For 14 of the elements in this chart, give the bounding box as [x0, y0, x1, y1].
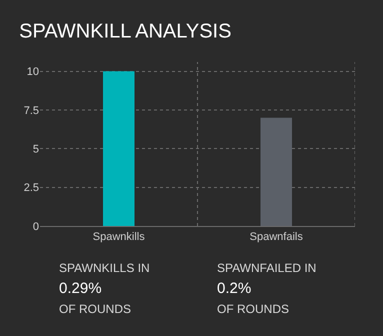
y-tick-label: 5 — [32, 143, 39, 156]
text: 0.29% — [59, 280, 102, 297]
chart-title: SPAWNKILL ANALYSIS — [19, 20, 232, 43]
y-tick-label: 10 — [26, 66, 39, 78]
x-tick-label: Spawnkills — [92, 231, 146, 244]
y-tick-label: 0 — [32, 220, 39, 233]
text: OF ROUNDS — [59, 302, 131, 316]
text: SPAWNFAILED IN — [217, 261, 316, 275]
text: 0.2% — [217, 280, 252, 297]
text: SPAWNKILLS IN — [59, 261, 150, 275]
text: OF ROUNDS — [217, 302, 289, 316]
x-tick-label: Spawnfails — [250, 231, 304, 244]
y-tick-label: 2.5 — [24, 182, 39, 194]
y-tick-label: 7.5 — [24, 104, 39, 117]
